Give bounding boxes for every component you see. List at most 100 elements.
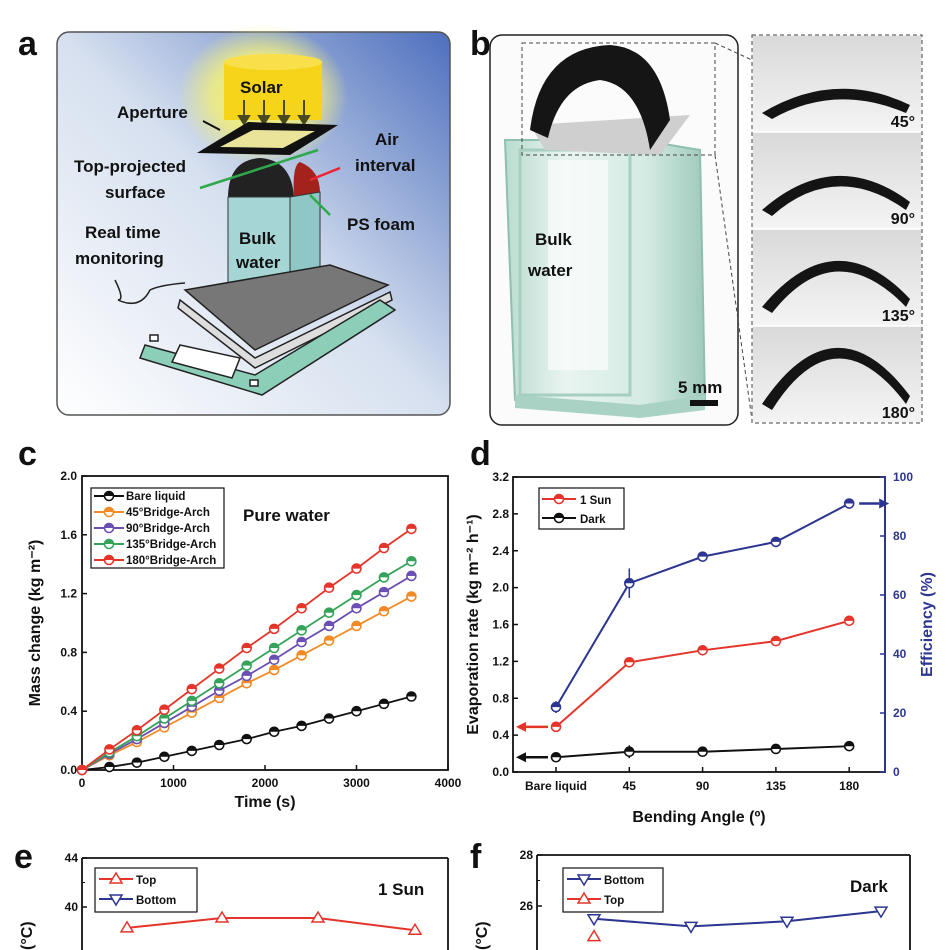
series-1-sun xyxy=(550,615,855,733)
y-tick-label: 3.2 xyxy=(492,470,509,484)
legend: Top Bottom xyxy=(94,867,198,913)
panel-label-e: e xyxy=(14,838,33,876)
x-axis-label: Time (s) xyxy=(234,794,295,811)
annotation-pure-water: Pure water xyxy=(243,506,330,525)
data-point xyxy=(586,929,602,942)
series-45-bridge-arch xyxy=(76,591,417,776)
data-point-fill xyxy=(352,621,361,626)
y-right-tick-label: 100 xyxy=(893,470,913,484)
data-point-fill xyxy=(214,740,224,746)
legend: Bottom Top xyxy=(562,867,664,913)
data-point-fill xyxy=(297,603,307,609)
data-point xyxy=(310,910,326,923)
sunlight-arrows-icon xyxy=(237,100,311,126)
y-right-tick-label: 80 xyxy=(893,529,907,543)
inset-photo-3 xyxy=(751,228,923,327)
data-point-fill xyxy=(132,758,142,763)
data-point-fill xyxy=(104,762,114,768)
data-point-fill xyxy=(214,678,224,684)
data-point-fill xyxy=(297,721,307,726)
data-point-fill xyxy=(242,671,252,676)
data-point-fill xyxy=(352,603,361,609)
data-point xyxy=(683,921,699,934)
data-point-fill xyxy=(551,752,561,758)
x-tick-label: Bare liquid xyxy=(525,779,587,793)
legend-marker-fill xyxy=(104,523,114,528)
solar-label: Solar xyxy=(240,78,283,97)
legend-marker-fill xyxy=(104,507,114,512)
data-point-fill xyxy=(379,587,389,593)
scale-bar xyxy=(690,400,718,406)
y-tick-label: 40 xyxy=(65,900,79,914)
legend: 1 Sun Dark xyxy=(538,487,625,530)
data-point-fill xyxy=(771,744,781,749)
inset-angle-label: 45° xyxy=(891,114,915,131)
data-point-fill xyxy=(624,578,634,584)
legend-marker-fill xyxy=(104,491,114,497)
panel-b-photo: Bulk water 5 mm 45° 90° 135° 180° xyxy=(489,34,923,426)
legend-marker-fill xyxy=(554,494,564,499)
data-point-fill xyxy=(159,752,169,757)
legend-label: Dark xyxy=(580,514,606,526)
data-point-fill xyxy=(297,625,307,631)
data-point xyxy=(586,914,602,927)
legend-label: 180°Bridge-Arch xyxy=(126,555,216,567)
data-point xyxy=(407,922,423,936)
legend-marker xyxy=(576,891,592,904)
data-point-fill xyxy=(406,556,416,562)
series-dark xyxy=(550,740,855,763)
series-efficiency xyxy=(550,498,855,713)
data-point-fill xyxy=(624,747,634,752)
x-tick-label: 180 xyxy=(839,779,859,793)
x-tick-label: 0 xyxy=(79,776,86,790)
data-point-fill xyxy=(214,664,224,669)
data-point-fill xyxy=(269,727,279,732)
bulk-photo-label: Bulk xyxy=(535,230,572,249)
data-point-fill xyxy=(269,665,279,671)
data-point-fill xyxy=(77,765,87,770)
y-tick-label: 0.8 xyxy=(492,691,509,705)
y-right-tick-label: 40 xyxy=(893,647,907,661)
water-photo-label: water xyxy=(527,261,573,280)
legend-box xyxy=(538,487,625,530)
y-tick-label: 1.2 xyxy=(60,587,77,601)
chart-d-evaporation-rate: Bare liquid 45 90 135 180 0.0 0.4 0.8 1.2 1.6 2.0 2… xyxy=(465,470,936,826)
data-point-fill xyxy=(352,706,361,712)
top-projected-label: Top-projected xyxy=(74,157,186,176)
data-point-fill xyxy=(324,583,334,588)
y-axis-label: Evaporation rate (kg m⁻² h⁻¹) xyxy=(465,514,482,734)
data-point xyxy=(779,916,795,929)
chart-f-temperature-dark: 26 28 (°C) Dark Bottom Top xyxy=(474,848,911,950)
data-point-fill xyxy=(551,702,561,708)
y-tick-label: 2.8 xyxy=(492,507,509,521)
series-top xyxy=(119,910,423,936)
data-point-fill xyxy=(159,705,169,710)
legend-marker xyxy=(576,874,592,887)
data-point-fill xyxy=(324,714,334,719)
chart-e-temperature-1sun: 40 44 (°C) 1 Sun Top Bottom xyxy=(19,851,449,950)
y-tick-label: 0.4 xyxy=(492,728,509,742)
y-axis-label: Mass change (kg m⁻²) xyxy=(27,540,44,707)
zoom-region-box xyxy=(521,42,716,156)
data-point-fill xyxy=(269,643,279,648)
aperture-pointer-icon xyxy=(202,120,221,131)
glass-container xyxy=(503,139,707,418)
inset-frame xyxy=(751,34,923,424)
y-tick-label: 26 xyxy=(520,899,534,913)
surface-label: surface xyxy=(105,183,165,202)
water-label: water xyxy=(235,253,281,272)
red-arrow-icon xyxy=(309,166,341,182)
data-point-fill xyxy=(771,636,781,642)
data-point-fill xyxy=(324,636,334,641)
data-point-fill xyxy=(379,543,389,549)
data-point-fill xyxy=(297,650,307,656)
panel-label-b: b xyxy=(470,25,491,63)
y-tick-label: 0.4 xyxy=(60,704,77,718)
legend-label: 1 Sun xyxy=(580,495,611,507)
monitoring-label: monitoring xyxy=(75,249,164,268)
y-tick-label: 1.6 xyxy=(60,528,77,542)
legend-label: Bottom xyxy=(604,875,644,887)
chart-c-mass-change: 0 1000 2000 3000 4000 0.0 0.4 0.8 1.2 1.6 2.0 Time … xyxy=(27,469,462,811)
data-point-fill xyxy=(352,564,361,569)
